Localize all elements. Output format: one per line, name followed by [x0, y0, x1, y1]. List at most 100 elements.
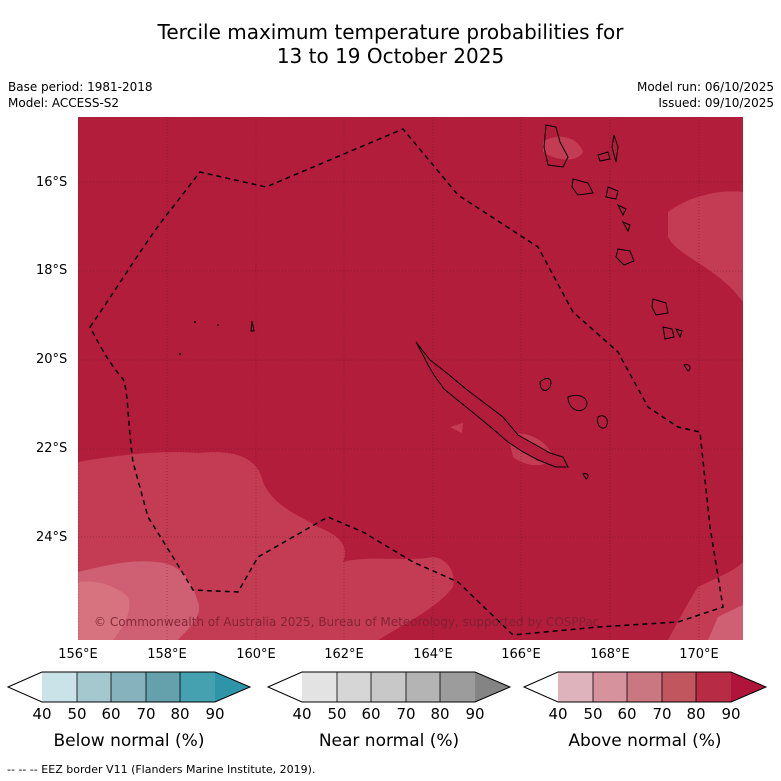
colorbar-below-seg-3 — [111, 672, 146, 702]
colorbar-near — [266, 671, 512, 703]
lon-label-164e: 164°E — [413, 647, 453, 662]
colorbar-above-seg-0 — [524, 672, 558, 702]
vanuatu-aniwa — [675, 328, 683, 339]
graticule — [78, 117, 743, 640]
vanuatu-efate — [615, 248, 635, 266]
new-caledonia-island — [415, 341, 569, 468]
lon-label-156e: 156°E — [58, 647, 98, 662]
eez-footnote: -- -- -- EEZ border V11 (Flanders Marine… — [7, 763, 316, 776]
lon-label-162e: 162°E — [324, 647, 364, 662]
vanuatu-tanna — [662, 326, 675, 340]
colorbar-below-seg-4 — [146, 672, 180, 702]
colorbar-near-seg-3 — [371, 672, 406, 702]
lat-label-16s: 16°S — [36, 175, 68, 190]
lon-label-160e: 160°E — [236, 647, 276, 662]
meta-left: Base period: 1981-2018 Model: ACCESS-S2 — [8, 79, 153, 111]
reef-dot-2 — [179, 353, 181, 355]
colorbar-near-seg-1 — [302, 672, 337, 702]
cb-near-tick-70: 70 — [396, 705, 416, 723]
cb-above-tick-90: 90 — [721, 705, 741, 723]
colorbar-above-outline — [522, 671, 768, 703]
cb-above-tick-60: 60 — [617, 705, 637, 723]
lon-label-168e: 168°E — [590, 647, 630, 662]
colorbar-above-seg-4 — [662, 672, 696, 702]
base-period: Base period: 1981-2018 — [8, 80, 153, 94]
vanuatu-espiritu-santo — [543, 124, 569, 168]
vanuatu-shepherd — [621, 220, 631, 233]
cb-below-tick-60: 60 — [101, 705, 121, 723]
colorbar-below-seg-6 — [215, 672, 250, 702]
cb-above-label: Above normal (%) — [568, 731, 722, 751]
lat-label-20s: 20°S — [36, 352, 68, 367]
colorbar-below-seg-5 — [180, 672, 215, 702]
title-line-1: Tercile maximum temperature probabilitie… — [157, 20, 624, 44]
colorbar-below-outline — [6, 671, 252, 703]
vanuatu-epi — [616, 203, 627, 217]
above-60-70-sw-core — [78, 581, 130, 640]
vanuatu-aneityum — [683, 364, 691, 372]
cb-above-tick-70: 70 — [652, 705, 672, 723]
cb-near-tick-60: 60 — [361, 705, 381, 723]
isle-of-pines — [582, 473, 589, 480]
above-70-80-ne-region — [668, 191, 743, 302]
colorbar-near-seg-5 — [440, 672, 475, 702]
lon-label-166e: 166°E — [501, 647, 541, 662]
chart-title: Tercile maximum temperature probabilitie… — [0, 20, 781, 68]
reef-dot-3 — [217, 324, 219, 326]
eez-border — [89, 128, 724, 636]
lat-label-24s: 24°S — [36, 530, 68, 545]
above-60-70-se-core — [708, 605, 743, 640]
cb-below-label: Below normal (%) — [53, 731, 205, 751]
colorbar-above-seg-1 — [558, 672, 593, 702]
colorbar-above-seg-3 — [627, 672, 662, 702]
cb-near-tick-40: 40 — [292, 705, 312, 723]
cb-below-tick-90: 90 — [205, 705, 225, 723]
lon-label-158e: 158°E — [147, 647, 187, 662]
colorbar-near-seg-4 — [406, 672, 440, 702]
colorbar-above-seg-2 — [593, 672, 627, 702]
copyright-text: © Commonwealth of Australia 2025, Bureau… — [94, 615, 599, 629]
lon-label-170e: 170°E — [679, 647, 719, 662]
colorbar-below-seg-2 — [77, 672, 111, 702]
vanuatu-pentecost — [611, 134, 619, 163]
issued-date: Issued: 09/10/2025 — [658, 96, 774, 110]
loyalty-island-lifou — [567, 394, 588, 412]
cb-near-tick-90: 90 — [465, 705, 485, 723]
chesterfield-reef — [250, 320, 255, 332]
reef-dot-1 — [194, 321, 196, 323]
patch-small — [450, 423, 463, 433]
probability-map: © Commonwealth of Australia 2025, Bureau… — [78, 117, 743, 640]
cb-near-tick-80: 80 — [430, 705, 450, 723]
lat-label-18s: 18°S — [36, 263, 68, 278]
colorbar-above-seg-5 — [696, 672, 731, 702]
band-streak — [127, 494, 204, 502]
colorbar-below — [6, 671, 252, 703]
cb-above-tick-80: 80 — [686, 705, 706, 723]
model-name: Model: ACCESS-S2 — [8, 96, 120, 110]
vanuatu-erromango — [651, 298, 669, 316]
cb-below-tick-80: 80 — [170, 705, 190, 723]
colorbar-above-seg-6 — [731, 672, 766, 702]
vanuatu-maewo — [597, 151, 611, 162]
cb-near-tick-50: 50 — [327, 705, 347, 723]
colorbar-near-seg-2 — [337, 672, 371, 702]
colorbar-below-seg-0 — [8, 672, 42, 702]
cb-above-tick-40: 40 — [548, 705, 568, 723]
cb-above-tick-50: 50 — [583, 705, 603, 723]
model-run: Model run: 06/10/2025 — [636, 80, 774, 94]
cb-below-tick-70: 70 — [136, 705, 156, 723]
cb-below-tick-50: 50 — [67, 705, 87, 723]
vanuatu-malakula — [571, 178, 594, 196]
colorbar-above — [522, 671, 768, 703]
vanuatu-ambrym — [605, 186, 619, 200]
cb-near-label: Near normal (%) — [318, 731, 460, 751]
colorbar-near-seg-0 — [268, 672, 302, 702]
cb-below-tick-40: 40 — [32, 705, 52, 723]
colorbar-below-seg-1 — [42, 672, 77, 702]
loyalty-island-ouvea — [539, 377, 552, 391]
loyalty-island-mare — [597, 415, 608, 429]
colorbar-near-seg-6 — [475, 672, 510, 702]
meta-right: Model run: 06/10/2025 Issued: 09/10/2025 — [637, 79, 774, 111]
lat-label-22s: 22°S — [36, 441, 68, 456]
title-line-2: 13 to 19 October 2025 — [276, 44, 505, 68]
